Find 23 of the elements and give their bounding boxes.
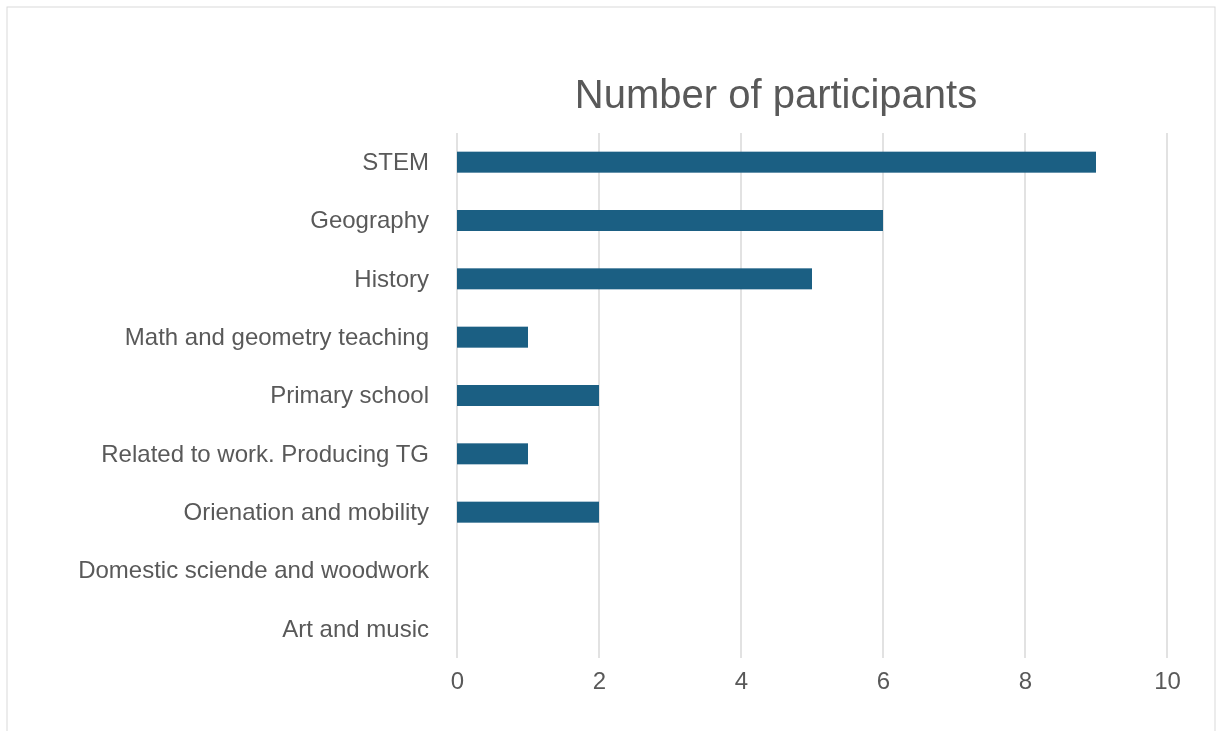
y-tick-label: Domestic sciende and woodwork [78, 556, 430, 584]
y-tick-label: History [354, 264, 429, 292]
chart-title: Number of participants [574, 72, 978, 116]
x-tick-label: 10 [1154, 667, 1181, 695]
x-tick-label: 6 [876, 667, 891, 695]
x-tick-label: 2 [592, 667, 607, 695]
x-tick-label: 8 [1018, 667, 1033, 695]
bar [457, 501, 599, 523]
y-tick-label: Primary school [270, 381, 429, 409]
x-tick-label: 0 [450, 667, 465, 695]
bar [457, 268, 812, 290]
y-tick-label: Orienation and mobility [183, 497, 429, 525]
bar [457, 210, 883, 231]
bar [457, 326, 528, 348]
y-tick-label: Art and music [282, 614, 429, 642]
y-tick-label: Math and geometry teaching [124, 322, 429, 350]
bar [457, 385, 599, 406]
y-tick-label: STEM [362, 147, 429, 175]
y-tick-label: Related to work. Producing TG [101, 439, 429, 467]
x-tick-label: 4 [734, 667, 749, 695]
y-tick-label: Geography [310, 206, 429, 234]
bar [457, 443, 528, 465]
bar [457, 151, 1096, 173]
